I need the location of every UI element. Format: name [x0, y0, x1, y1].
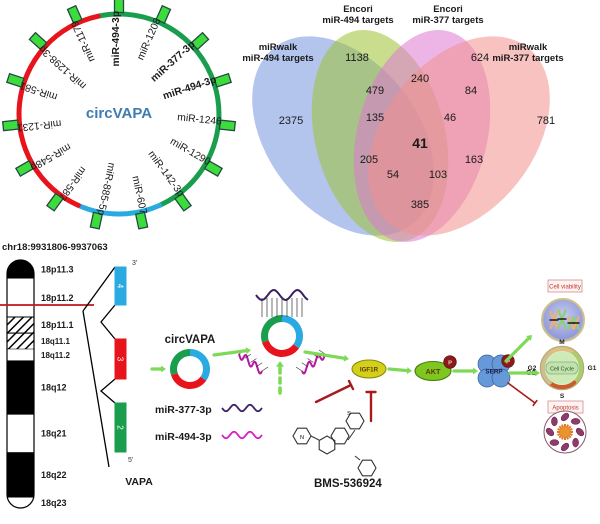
svg-text:18q11.1: 18q11.1 — [41, 337, 70, 346]
svg-text:205: 205 — [360, 154, 378, 166]
svg-text:G2: G2 — [528, 365, 537, 372]
svg-text:S: S — [347, 411, 351, 417]
svg-text:4: 4 — [116, 284, 125, 289]
svg-text:circVAPA: circVAPA — [165, 334, 216, 346]
svg-text:54: 54 — [387, 169, 399, 181]
svg-text:AKT: AKT — [426, 367, 442, 376]
svg-text:41: 41 — [412, 135, 428, 151]
svg-text:18q12: 18q12 — [41, 383, 67, 393]
svg-text:Encori: Encori — [433, 4, 463, 15]
svg-text:Encori: Encori — [343, 4, 373, 15]
svg-text:G1: G1 — [588, 365, 597, 372]
svg-text:miR-377 targets: miR-377 targets — [492, 53, 563, 64]
svg-text:5': 5' — [128, 457, 133, 464]
svg-text:781: 781 — [537, 115, 555, 127]
svg-text:BMS-536924: BMS-536924 — [314, 478, 382, 490]
svg-text:2: 2 — [116, 425, 125, 430]
svg-text:miRwalk: miRwalk — [259, 42, 298, 53]
svg-text:SERP: SERP — [485, 368, 502, 375]
svg-text:18p11.3: 18p11.3 — [41, 264, 74, 274]
svg-text:18q22: 18q22 — [41, 470, 67, 480]
svg-text:103: 103 — [429, 169, 447, 181]
svg-text:miR-494-3p: miR-494-3p — [155, 431, 212, 443]
svg-text:Cell viability: Cell viability — [549, 285, 581, 291]
svg-text:46: 46 — [444, 112, 456, 124]
svg-text:84: 84 — [465, 85, 477, 97]
svg-text:S: S — [560, 393, 565, 400]
svg-text:IGF1R: IGF1R — [360, 367, 379, 374]
svg-text:18q23: 18q23 — [41, 498, 67, 508]
svg-text:P: P — [448, 361, 452, 367]
svg-text:1138: 1138 — [345, 52, 369, 64]
svg-text:18p11.2: 18p11.2 — [41, 293, 74, 303]
svg-text:Cell Cycle: Cell Cycle — [550, 367, 574, 373]
svg-text:M: M — [559, 339, 564, 346]
svg-text:miR-377-3p: miR-377-3p — [155, 404, 212, 416]
svg-text:18q11.2: 18q11.2 — [41, 351, 70, 360]
svg-text:385: 385 — [411, 199, 429, 211]
svg-text:135: 135 — [366, 112, 384, 124]
svg-text:miR-377 targets: miR-377 targets — [412, 15, 483, 26]
svg-text:624: 624 — [471, 52, 489, 64]
svg-text:163: 163 — [465, 154, 483, 166]
svg-text:miR-494 targets: miR-494 targets — [322, 15, 393, 26]
svg-text:miR-494-3p: miR-494-3p — [111, 11, 122, 67]
svg-text:miR-494 targets: miR-494 targets — [242, 53, 313, 64]
svg-text:chr18:9931806-9937063: chr18:9931806-9937063 — [2, 242, 108, 253]
svg-text:18p11.1: 18p11.1 — [41, 320, 74, 330]
svg-text:N: N — [300, 435, 304, 441]
svg-text:3: 3 — [116, 357, 125, 362]
svg-text:240: 240 — [411, 73, 429, 85]
svg-text:18q21: 18q21 — [41, 429, 67, 439]
svg-text:2375: 2375 — [279, 115, 303, 127]
svg-text:3': 3' — [132, 260, 137, 267]
svg-text:479: 479 — [366, 85, 384, 97]
svg-text:VAPA: VAPA — [125, 476, 153, 488]
svg-text:miRwalk: miRwalk — [509, 42, 548, 53]
svg-text:circVAPA: circVAPA — [86, 105, 152, 122]
